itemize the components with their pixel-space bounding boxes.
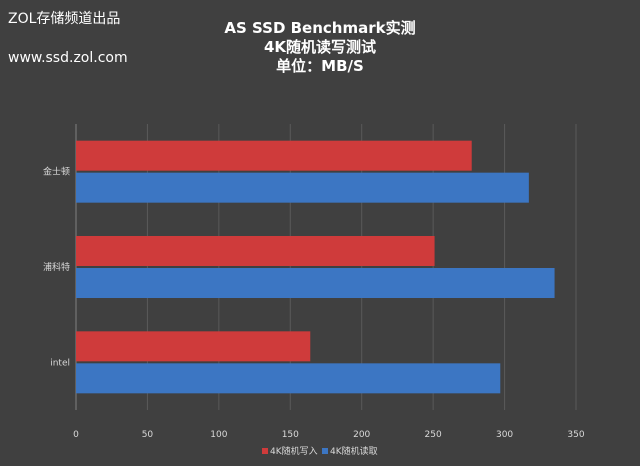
watermark-line-2: www.ssd.zol.com [8,50,128,66]
x-tick-label: 100 [210,430,227,440]
bar [76,268,555,298]
category-label: intel [50,358,70,368]
chart-unit-label: 单位：MB/S [276,57,364,75]
category-label: 浦科特 [43,261,70,273]
x-tick-label: 350 [567,430,584,440]
legend-label: 4K随机写入 [270,445,318,457]
chart-subtitle: 4K随机读写测试 [263,38,377,56]
bar [76,363,501,394]
legend-label: 4K随机读取 [330,445,378,457]
x-tick-label: 0 [73,430,79,440]
watermark-line-1: ZOL存储频道出品 [8,11,121,27]
chart-title: AS SSD Benchmark实测 [224,19,416,37]
x-tick-label: 250 [425,430,442,440]
x-tick-label: 200 [353,430,370,440]
category-label: 金士顿 [43,166,70,178]
x-tick-label: 150 [282,430,299,440]
x-tick-label: 50 [142,430,154,440]
legend-swatch [322,448,328,454]
bar [76,172,529,203]
bar [76,140,472,171]
x-tick-label: 300 [496,430,513,440]
bar [76,331,311,362]
legend-swatch [262,448,268,454]
bar [76,236,435,266]
